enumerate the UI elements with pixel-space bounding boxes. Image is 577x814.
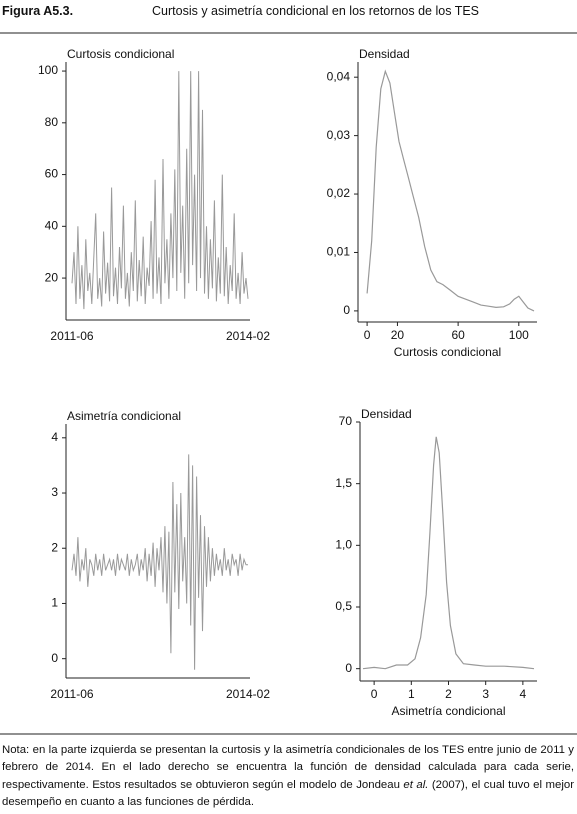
x-tick-label: 4	[520, 687, 527, 701]
x-tick-label: 60	[451, 328, 465, 342]
y-axis-title: Asimetría condicional	[67, 409, 181, 423]
x-tick-label: 2014-02	[226, 329, 270, 343]
x-axis-title: Curtosis condicional	[394, 345, 501, 359]
y-tick-label: 1,0	[335, 538, 352, 552]
y-tick-label: 70	[339, 414, 353, 428]
density-line	[362, 436, 535, 670]
x-axis-title: Asimetría condicional	[391, 704, 505, 718]
y-tick-label: 1	[51, 596, 58, 610]
y-tick-label: 0	[51, 651, 58, 665]
note-italic: et al.	[403, 778, 429, 791]
x-tick-label: 2011-06	[50, 687, 93, 701]
x-tick-label: 0	[371, 687, 378, 701]
density-line	[366, 69, 535, 312]
y-tick-label: 0,5	[335, 599, 352, 613]
x-tick-label: 2	[445, 687, 452, 701]
x-tick-label: 20	[391, 328, 405, 342]
x-tick-label: 2014-02	[226, 687, 270, 701]
y-tick-label: 60	[45, 167, 59, 181]
x-tick-label: 1	[408, 687, 415, 701]
y-tick-label: 20	[45, 270, 59, 284]
y-tick-label: 0,04	[327, 69, 351, 83]
y-tick-label: 0,02	[327, 186, 351, 200]
y-axis-title: Densidad	[359, 47, 410, 61]
y-tick-label: 1,5	[335, 476, 352, 490]
x-tick-label: 0	[364, 328, 371, 342]
y-tick-label: 3	[51, 485, 58, 499]
figure-label: Figura A5.3.	[2, 4, 74, 18]
series-line	[71, 454, 248, 670]
y-tick-label: 4	[51, 430, 58, 444]
y-tick-label: 80	[45, 115, 59, 129]
x-tick-label: 2011-06	[50, 329, 93, 343]
y-axis-title: Densidad	[361, 407, 412, 421]
y-axis-title: Curtosis condicional	[67, 47, 174, 61]
series-line	[71, 71, 249, 310]
x-tick-label: 3	[482, 687, 489, 701]
y-tick-label: 0,01	[327, 245, 351, 259]
y-tick-label: 2	[51, 540, 58, 554]
figure-title: Curtosis y asimetría condicional en los …	[152, 4, 480, 18]
y-tick-label: 100	[38, 63, 58, 77]
y-tick-label: 0,03	[327, 128, 351, 142]
note-text: Nota: en la parte izquierda se presentan…	[2, 744, 574, 791]
y-tick-label: 40	[45, 218, 59, 232]
x-tick-label: 100	[509, 328, 529, 342]
y-tick-label: 0	[345, 661, 352, 675]
note: Nota: en la parte izquierda se presentan…	[2, 742, 574, 811]
note-text: (2007), el cual tuvo el mejor desempeño …	[2, 778, 574, 808]
y-tick-label: 0	[343, 303, 350, 317]
